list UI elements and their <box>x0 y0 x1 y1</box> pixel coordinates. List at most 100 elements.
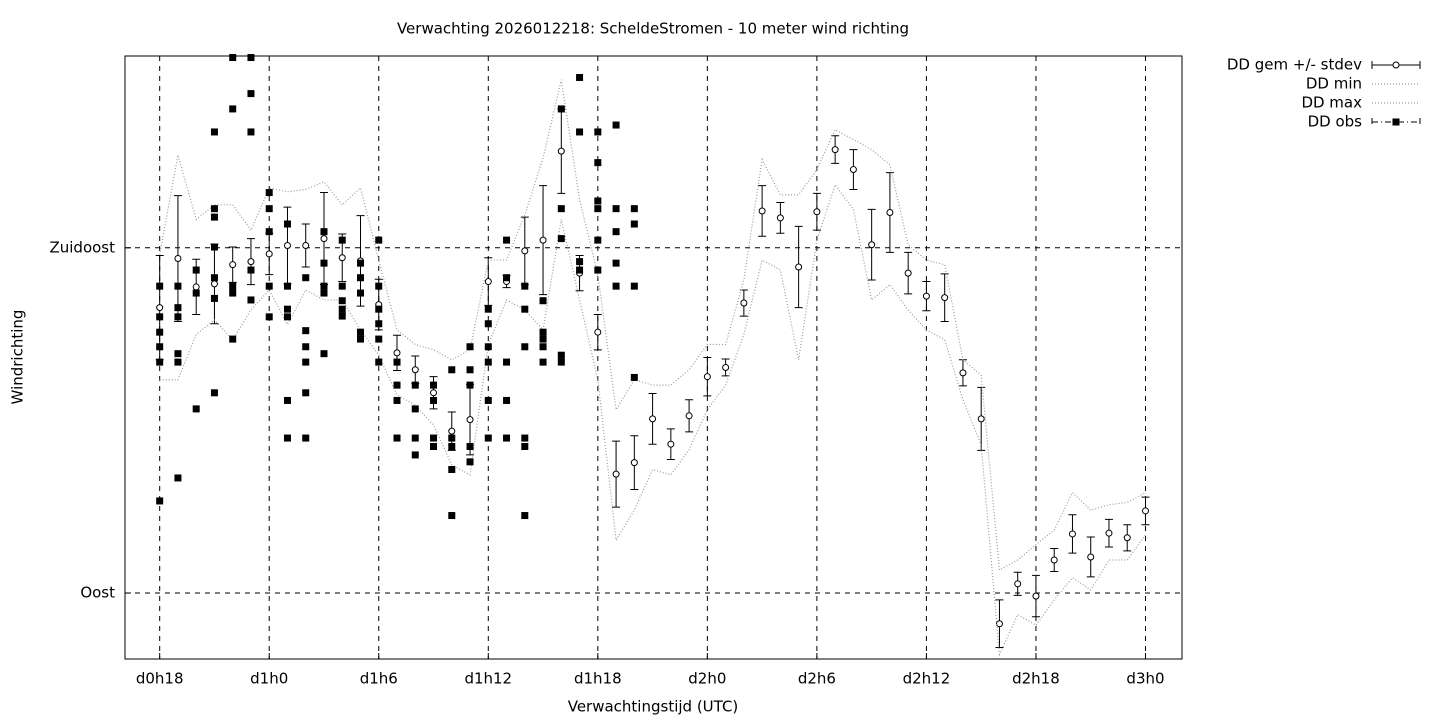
obs-point <box>484 343 492 351</box>
chart-title: Verwachting 2026012218: ScheldeStromen -… <box>397 20 909 38</box>
obs-point <box>156 343 164 351</box>
mean-point <box>831 146 839 154</box>
obs-point <box>375 236 383 244</box>
obs-point <box>503 274 511 282</box>
mean-point <box>977 415 985 423</box>
obs-point <box>630 373 638 381</box>
mean-point <box>557 147 565 155</box>
mean-point <box>1123 534 1131 542</box>
obs-point <box>539 335 547 343</box>
obs-point <box>375 305 383 313</box>
obs-point <box>156 358 164 366</box>
obs-point <box>320 289 328 297</box>
y-tick-label: Oost <box>80 584 115 602</box>
obs-point <box>503 396 511 404</box>
obs-point <box>539 297 547 305</box>
obs-point <box>503 434 511 442</box>
range-line <box>159 183 1146 657</box>
obs-point <box>576 73 584 81</box>
obs-point <box>265 313 273 321</box>
obs-point <box>576 266 584 274</box>
obs-point <box>521 512 529 520</box>
obs-point <box>612 282 620 290</box>
obs-point <box>283 313 291 321</box>
obs-point <box>466 366 474 374</box>
obs-point <box>210 274 218 282</box>
obs-point <box>539 343 547 351</box>
mean-point <box>229 261 237 269</box>
obs-point <box>557 105 565 113</box>
obs-point <box>174 313 182 321</box>
obs-point <box>356 335 364 343</box>
obs-point <box>630 220 638 228</box>
mean-point <box>849 166 857 174</box>
legend-swatch <box>1371 118 1421 126</box>
mean-point <box>156 304 164 312</box>
obs-point <box>557 205 565 213</box>
mean-point <box>484 278 492 286</box>
mean-point <box>795 263 803 271</box>
obs-point <box>302 327 310 335</box>
mean-point <box>192 283 200 291</box>
obs-point <box>448 366 456 374</box>
obs-point <box>411 451 419 459</box>
obs-point <box>320 282 328 290</box>
obs-point <box>210 389 218 397</box>
x-tick-label: d1h6 <box>360 670 398 688</box>
obs-point <box>612 228 620 236</box>
obs-point <box>557 358 565 366</box>
obs-point <box>338 312 346 320</box>
obs-point <box>229 289 237 297</box>
legend-label: DD gem +/- stdev <box>1227 56 1362 74</box>
mean-point <box>959 369 967 377</box>
obs-point <box>210 128 218 136</box>
x-tick-label: d1h0 <box>250 670 288 688</box>
obs-point <box>210 205 218 213</box>
mean-point <box>448 427 456 435</box>
y-axis-label: Windrichting <box>9 310 27 405</box>
mean-point <box>265 250 273 258</box>
obs-point <box>539 328 547 336</box>
mean-point <box>904 269 912 277</box>
obs-point <box>557 351 565 359</box>
obs-point <box>192 289 200 297</box>
mean-point <box>685 412 693 420</box>
mean-point <box>1105 529 1113 537</box>
obs-point <box>375 320 383 328</box>
obs-point <box>430 442 438 450</box>
obs-point <box>320 259 328 267</box>
obs-point <box>247 54 255 62</box>
obs-point <box>156 313 164 321</box>
x-tick-label: d3h0 <box>1126 670 1164 688</box>
mean-point <box>630 459 638 467</box>
obs-point <box>174 358 182 366</box>
mean-point <box>941 294 949 302</box>
obs-point <box>229 282 237 290</box>
obs-point <box>156 282 164 290</box>
obs-point <box>393 396 401 404</box>
obs-point <box>393 381 401 389</box>
mean-point <box>703 373 711 381</box>
obs-point <box>430 434 438 442</box>
obs-point <box>356 289 364 297</box>
legend-label: DD max <box>1301 94 1362 112</box>
obs-point <box>356 259 364 267</box>
mean-point <box>430 389 438 397</box>
mean-point <box>813 208 821 216</box>
obs-point <box>265 189 273 197</box>
x-tick-label: d2h6 <box>798 670 836 688</box>
mean-point <box>995 620 1003 628</box>
legend-label: DD obs <box>1308 113 1363 131</box>
mean-point <box>722 363 730 371</box>
mean-point <box>338 254 346 262</box>
y-tick-label: Zuidoost <box>49 238 115 256</box>
legend-label: DD min <box>1306 75 1362 93</box>
obs-point <box>484 434 492 442</box>
obs-point <box>192 405 200 413</box>
x-tick-label: d1h12 <box>464 670 512 688</box>
obs-point <box>302 343 310 351</box>
obs-point <box>521 305 529 313</box>
obs-point <box>229 54 237 62</box>
